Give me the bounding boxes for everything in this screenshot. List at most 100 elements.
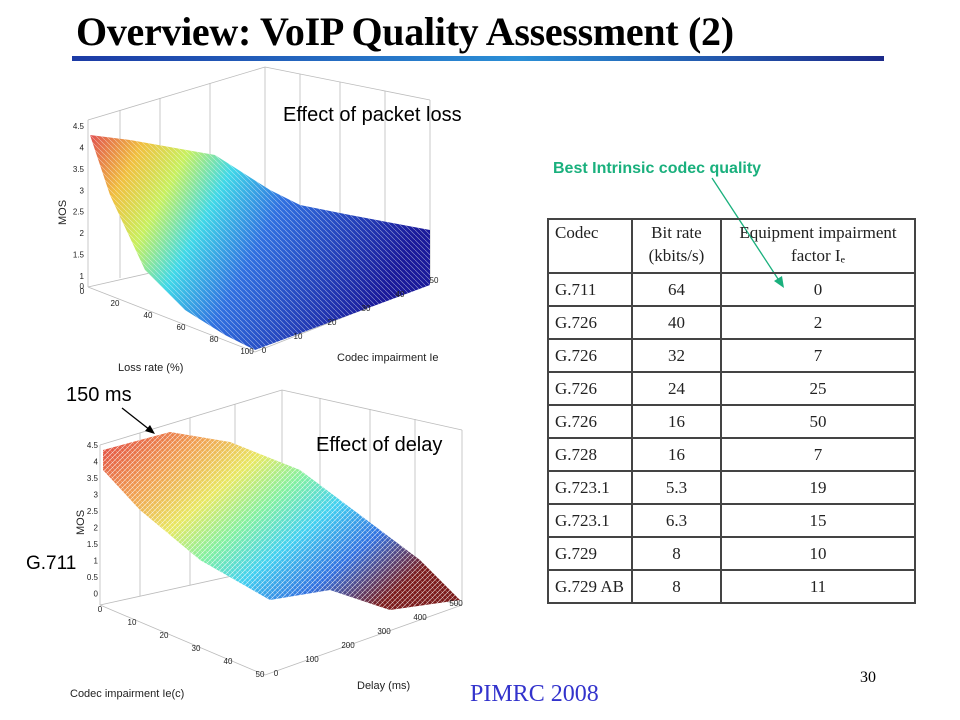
table-row: G.726 16 50 bbox=[547, 404, 916, 439]
header-impairment: Equipment impairment factor Iₑ bbox=[720, 218, 916, 274]
top-y-tick-label: 10 bbox=[294, 332, 303, 341]
bit-rate-cell: 5.3 bbox=[630, 470, 723, 505]
codec-impairment-table: Codec Bit rate (kbits/s) Equipment impai… bbox=[547, 218, 916, 604]
header-codec: Codec bbox=[547, 218, 633, 274]
peak-delay-callout: 150 ms bbox=[66, 384, 132, 406]
bottom-y-tick-label: 0 bbox=[274, 669, 279, 678]
bottom-z-tick-label: 0.5 bbox=[87, 573, 99, 582]
top-y-axis-label: Codec impairment Ie bbox=[337, 352, 439, 364]
table-row: G.723.1 6.3 15 bbox=[547, 503, 916, 538]
codec-cell: G.723.1 bbox=[547, 503, 633, 538]
bottom-x-tick-label: 30 bbox=[192, 644, 201, 653]
top-x-tick-label: 40 bbox=[144, 311, 153, 320]
page-number: 30 bbox=[860, 669, 876, 686]
bottom-z-tick-label: 2.5 bbox=[87, 507, 99, 516]
bottom-y-tick-label: 400 bbox=[413, 613, 427, 622]
bottom-z-tick-label: 3 bbox=[94, 491, 99, 500]
impairment-cell: 25 bbox=[720, 371, 916, 406]
bit-rate-cell: 40 bbox=[630, 305, 723, 340]
bottom-z-axis-label: MOS bbox=[75, 510, 87, 535]
slide-title: Overview: VoIP Quality Assessment (2) bbox=[76, 9, 734, 54]
table-header-row: Codec Bit rate (kbits/s) Equipment impai… bbox=[547, 218, 916, 274]
bottom-z-tick-label: 0 bbox=[94, 590, 99, 599]
bottom-z-tick-label: 4.5 bbox=[87, 441, 99, 450]
top-z-tick-label: 4.5 bbox=[73, 122, 85, 131]
bottom-x-tick-label: 0 bbox=[98, 605, 103, 614]
bit-rate-cell: 8 bbox=[630, 536, 723, 571]
table-row: G.726 32 7 bbox=[547, 338, 916, 373]
table-row: G.729 8 10 bbox=[547, 536, 916, 571]
title-underline bbox=[72, 56, 884, 61]
top-x-axis-label: Loss rate (%) bbox=[118, 362, 183, 374]
codec-cell: G.729 AB bbox=[547, 569, 633, 604]
impairment-cell: 10 bbox=[720, 536, 916, 571]
peak-callout-arrowhead bbox=[145, 425, 155, 434]
footer-conference: PIMRC 2008 bbox=[470, 681, 599, 707]
impairment-cell: 19 bbox=[720, 470, 916, 505]
top-z-tick-label: 0 bbox=[80, 282, 85, 291]
top-y-tick-label: 40 bbox=[396, 290, 405, 299]
bottom-z-tick-label: 2 bbox=[94, 524, 99, 533]
table-row: G.726 40 2 bbox=[547, 305, 916, 340]
bottom-z-tick-label: 1.5 bbox=[87, 540, 99, 549]
codec-cell: G.723.1 bbox=[547, 470, 633, 505]
bottom-x-tick-label: 20 bbox=[160, 631, 169, 640]
top-x-tick-label: 20 bbox=[111, 299, 120, 308]
table-row: G.711 64 0 bbox=[547, 272, 916, 307]
top-x-tick-label: 0 bbox=[80, 287, 85, 296]
header-bit-rate: Bit rate (kbits/s) bbox=[630, 218, 723, 274]
bottom-x-tick-label: 50 bbox=[256, 670, 265, 679]
codec-cell: G.726 bbox=[547, 305, 633, 340]
top-z-tick-label: 4 bbox=[80, 143, 85, 152]
codec-cell: G.711 bbox=[547, 272, 633, 307]
codec-cell: G.726 bbox=[547, 371, 633, 406]
table-row: G.729 AB 8 11 bbox=[547, 569, 916, 604]
bit-rate-cell: 16 bbox=[630, 404, 723, 439]
bottom-z-tick-label: 3.5 bbox=[87, 474, 99, 483]
table-row: G.726 24 25 bbox=[547, 371, 916, 406]
impairment-cell: 0 bbox=[720, 272, 916, 307]
top-z-tick-label: 3 bbox=[80, 186, 85, 195]
codec-cell: G.729 bbox=[547, 536, 633, 571]
bottom-y-tick-label: 200 bbox=[341, 641, 355, 650]
header-impairment-text: Equipment impairment factor Iₑ bbox=[739, 223, 897, 265]
impairment-cell: 7 bbox=[720, 437, 916, 472]
impairment-cell: 50 bbox=[720, 404, 916, 439]
bottom-x-tick-label: 40 bbox=[224, 657, 233, 666]
bottom-z-tick-label: 1 bbox=[94, 557, 99, 566]
top-y-tick-label: 20 bbox=[328, 318, 337, 327]
bit-rate-cell: 16 bbox=[630, 437, 723, 472]
top-y-tick-label: 30 bbox=[362, 304, 371, 313]
bit-rate-cell: 8 bbox=[630, 569, 723, 604]
impairment-cell: 7 bbox=[720, 338, 916, 373]
table-row: G.723.1 5.3 19 bbox=[547, 470, 916, 505]
bottom-x-axis-label: Codec impairment Ie(c) bbox=[70, 688, 184, 700]
g711-callout: G.711 bbox=[26, 553, 77, 574]
bottom-y-tick-label: 500 bbox=[449, 599, 463, 608]
packet-loss-annotation: Effect of packet loss bbox=[283, 104, 462, 126]
bottom-z-tick-label: 4 bbox=[94, 458, 99, 467]
bit-rate-cell: 24 bbox=[630, 371, 723, 406]
impairment-cell: 2 bbox=[720, 305, 916, 340]
top-z-tick-label: 1.5 bbox=[73, 251, 85, 260]
codec-cell: G.728 bbox=[547, 437, 633, 472]
top-z-tick-label: 2.5 bbox=[73, 208, 85, 217]
top-z-tick-label: 2 bbox=[80, 229, 85, 238]
bottom-y-tick-label: 100 bbox=[305, 655, 319, 664]
top-x-tick-label: 60 bbox=[177, 323, 186, 332]
codec-cell: G.726 bbox=[547, 338, 633, 373]
top-z-axis-label: MOS bbox=[57, 200, 69, 225]
impairment-cell: 11 bbox=[720, 569, 916, 604]
top-z-tick-label: 1 bbox=[80, 272, 85, 281]
peak-callout-arrow bbox=[121, 407, 151, 431]
bit-rate-cell: 6.3 bbox=[630, 503, 723, 538]
table-row: G.728 16 7 bbox=[547, 437, 916, 472]
bottom-y-tick-label: 300 bbox=[377, 627, 391, 636]
bit-rate-cell: 64 bbox=[630, 272, 723, 307]
top-y-tick-label: 0 bbox=[262, 346, 267, 355]
impairment-cell: 15 bbox=[720, 503, 916, 538]
codec-cell: G.726 bbox=[547, 404, 633, 439]
